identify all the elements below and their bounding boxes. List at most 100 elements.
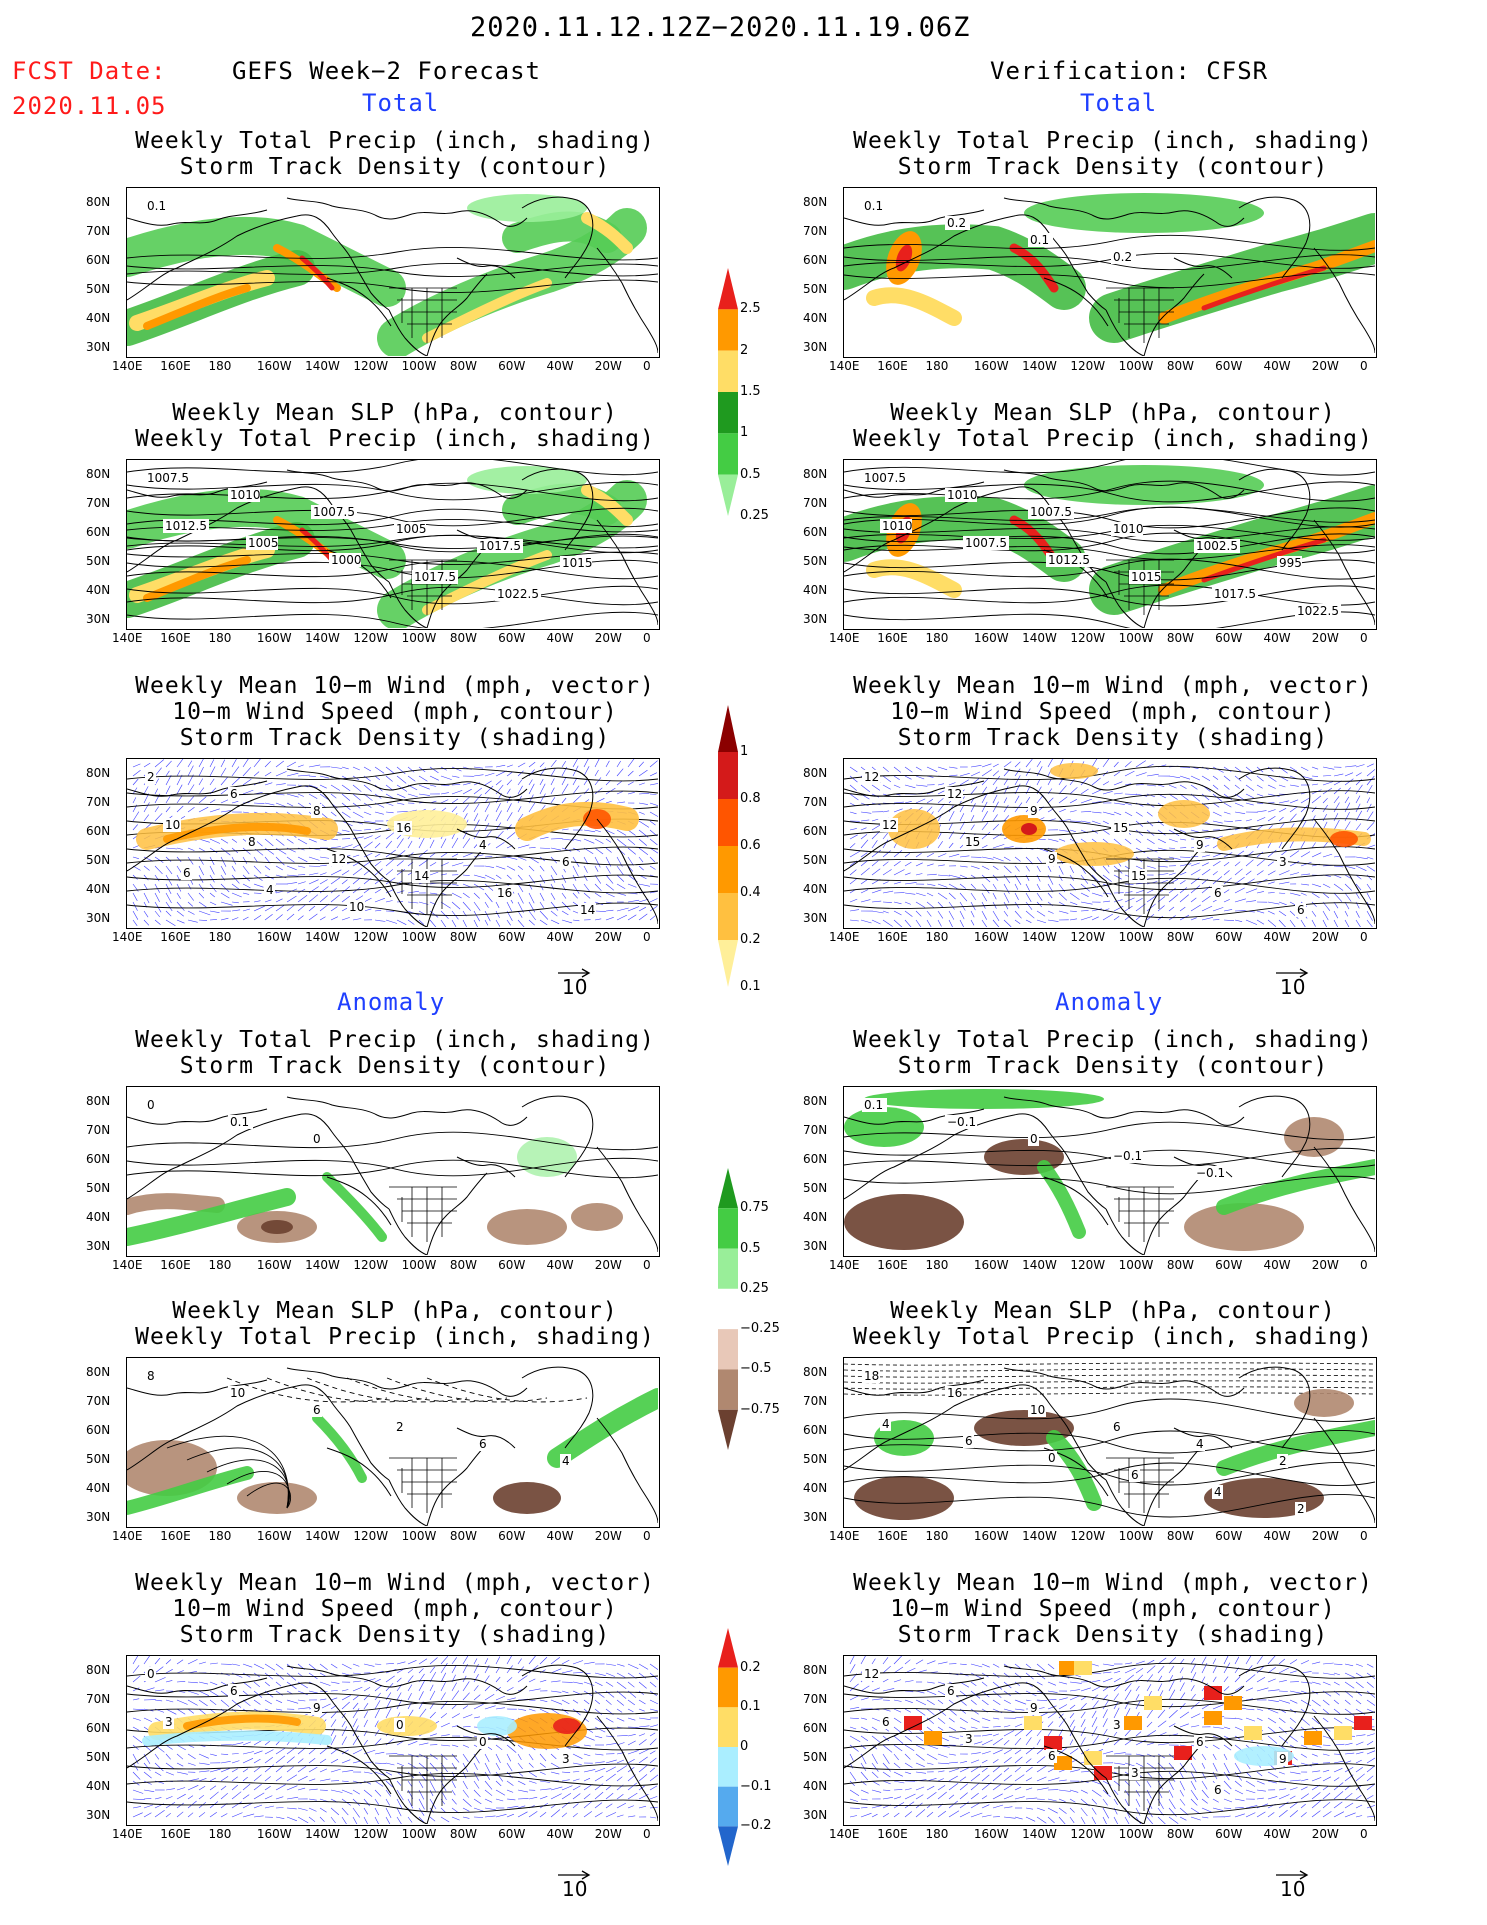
vector-reference-label: 10	[1280, 1877, 1306, 1901]
lat-tick-label: 30N	[86, 340, 111, 354]
svg-text:4: 4	[1196, 1437, 1204, 1451]
map-canvas: 2 6 8 16 4 6 10 8 12 14 16 14 6 4 10	[127, 759, 658, 927]
svg-text:0.1: 0.1	[1030, 233, 1049, 247]
colorbar-swatch	[718, 752, 738, 799]
title-total-precip-forecast: Weekly Total Precip (inch, shading) Storm…	[115, 128, 675, 180]
svg-text:8: 8	[248, 835, 256, 849]
title-line-1: Weekly Mean 10−m Wind (mph, vector)	[853, 673, 1373, 699]
map-anomaly-wind-forecast: 0 6 9 0 0 3 3	[126, 1655, 660, 1826]
lon-tick-label: 120W	[353, 1529, 389, 1543]
svg-text:6: 6	[183, 866, 191, 880]
map-total-wind-forecast: 2 6 8 16 4 6 10 8 12 14 16 14 6 4 10	[126, 758, 660, 929]
lon-tick-label: 40W	[1263, 631, 1291, 645]
lon-tick-label: 120W	[353, 1827, 389, 1841]
lon-tick-label: 140E	[112, 1529, 143, 1543]
svg-text:0.1: 0.1	[864, 199, 883, 213]
map-total-slp-verification: 1007.5 1010 1007.5 1010 1002.5 995 1010 1007.5 1…	[843, 459, 1377, 630]
svg-text:12: 12	[882, 818, 897, 832]
title-line-2: Weekly Total Precip (inch, shading)	[853, 426, 1373, 452]
vector-reference-label: 10	[1280, 975, 1306, 999]
colorbar-total-precip: 2.5 2 1.5 1 0.5 0.25	[718, 268, 769, 523]
lon-tick-label: 20W	[1311, 930, 1339, 944]
contour-label: 9	[1028, 804, 1039, 818]
lon-tick-label: 20W	[1311, 631, 1339, 645]
lon-tick-label: 140E	[829, 930, 860, 944]
svg-text:10: 10	[349, 900, 364, 914]
colorbar-swatch	[718, 1248, 738, 1289]
lon-tick-label: 160E	[877, 359, 908, 373]
colorbar-label: 0.1	[740, 979, 761, 994]
map-canvas: 1007.5 1010 1007.5 1005 1017.5 1015 1012.5 1005…	[127, 460, 658, 628]
lat-tick-label: 50N	[86, 554, 111, 568]
contour-label: 4	[880, 1417, 891, 1431]
svg-text:0.1: 0.1	[147, 199, 166, 213]
contour-label: 3	[1129, 1766, 1140, 1780]
title-line-1: Weekly Total Precip (inch, shading)	[135, 1027, 655, 1053]
svg-text:0.2: 0.2	[947, 216, 966, 230]
title-line-2: Storm Track Density (contour)	[179, 154, 611, 180]
svg-text:9: 9	[1030, 1701, 1038, 1715]
lat-tick-label: 50N	[86, 282, 111, 296]
lon-tick-label: 120W	[1070, 1258, 1106, 1272]
lon-tick-label: 120W	[353, 631, 389, 645]
lon-tick-label: 180	[208, 1258, 232, 1272]
svg-text:0: 0	[147, 1098, 155, 1112]
title-total-wind-forecast: Weekly Mean 10−m Wind (mph, vector) 10−m …	[115, 673, 675, 751]
title-total-slp-verification: Weekly Mean SLP (hPa, contour) Weekly Tot…	[833, 400, 1393, 452]
lon-tick-label: 140W	[1022, 1258, 1057, 1272]
lon-tick-label: 160E	[160, 359, 191, 373]
right-anomaly-label: Anomaly	[1055, 988, 1164, 1016]
svg-text:3: 3	[562, 1752, 570, 1766]
colorbar-total-storm-density: 1 0.8 0.6 0.4 0.2 0.1	[718, 705, 761, 994]
title-anomaly-wind-verification: Weekly Mean 10−m Wind (mph, vector) 10−m …	[833, 1570, 1393, 1648]
contour-label: 9	[311, 1701, 322, 1715]
svg-text:4: 4	[1214, 1485, 1222, 1499]
svg-text:15: 15	[1131, 869, 1146, 883]
title-line-1: Weekly Mean 10−m Wind (mph, vector)	[135, 673, 655, 699]
contour-label: 6	[963, 1434, 974, 1448]
lat-tick-label: 70N	[86, 496, 111, 510]
contour-label: 995	[1277, 556, 1302, 570]
title-anomaly-precip-forecast: Weekly Total Precip (inch, shading) Storm…	[115, 1027, 675, 1079]
contour-label: 0	[145, 1667, 156, 1681]
svg-text:9: 9	[313, 1701, 321, 1715]
lon-tick-label: 20W	[594, 631, 622, 645]
svg-text:0: 0	[147, 1667, 155, 1681]
lon-tick-label: 160W	[973, 359, 1009, 373]
lat-tick-label: 40N	[803, 1481, 828, 1495]
lon-tick-label: 140E	[112, 1827, 143, 1841]
contour-label: 4	[477, 838, 488, 852]
map-canvas: 12 12 9 15 9 3 12 15 9 15 6 6	[844, 759, 1375, 927]
contour-label: 1007.5	[862, 471, 908, 485]
lon-tick-label: 120W	[1070, 930, 1106, 944]
contour-label: −0.1	[1111, 1149, 1143, 1163]
lat-tick-label: 40N	[86, 583, 111, 597]
lon-tick-label: 80W	[449, 359, 478, 373]
contour-label: 12	[862, 1667, 880, 1681]
svg-text:1022.5: 1022.5	[1297, 604, 1339, 618]
svg-text:6: 6	[562, 855, 570, 869]
contour-label: 16	[495, 886, 513, 900]
lat-tick-label: 80N	[86, 467, 111, 481]
colorbar-swatch	[718, 1288, 738, 1330]
lat-tick-label: 70N	[86, 1692, 111, 1706]
map-canvas: 00.10	[127, 1087, 658, 1255]
lat-tick-label: 50N	[803, 1452, 828, 1466]
colorbar-swatch	[718, 350, 738, 392]
colorbar-strip	[718, 268, 738, 516]
lat-tick-label: 70N	[86, 1123, 111, 1137]
lat-tick-label: 70N	[803, 496, 828, 510]
lon-tick-label: 140E	[829, 359, 860, 373]
colorbar-swatch	[718, 1747, 738, 1787]
lon-tick-label: 60W	[1215, 631, 1243, 645]
svg-text:4: 4	[479, 838, 487, 852]
lon-tick-label: 120W	[353, 930, 389, 944]
colorbar-label: −0.5	[740, 1361, 772, 1377]
vector-reference-anomaly-verification: 10	[1276, 1870, 1312, 1901]
colorbar-swatch	[718, 1369, 738, 1410]
svg-text:3: 3	[1113, 1718, 1121, 1732]
svg-text:6: 6	[313, 1403, 321, 1417]
lon-tick-label: 160W	[256, 1258, 292, 1272]
lat-tick-label: 50N	[86, 853, 111, 867]
colorbar-swatch	[718, 1707, 738, 1747]
